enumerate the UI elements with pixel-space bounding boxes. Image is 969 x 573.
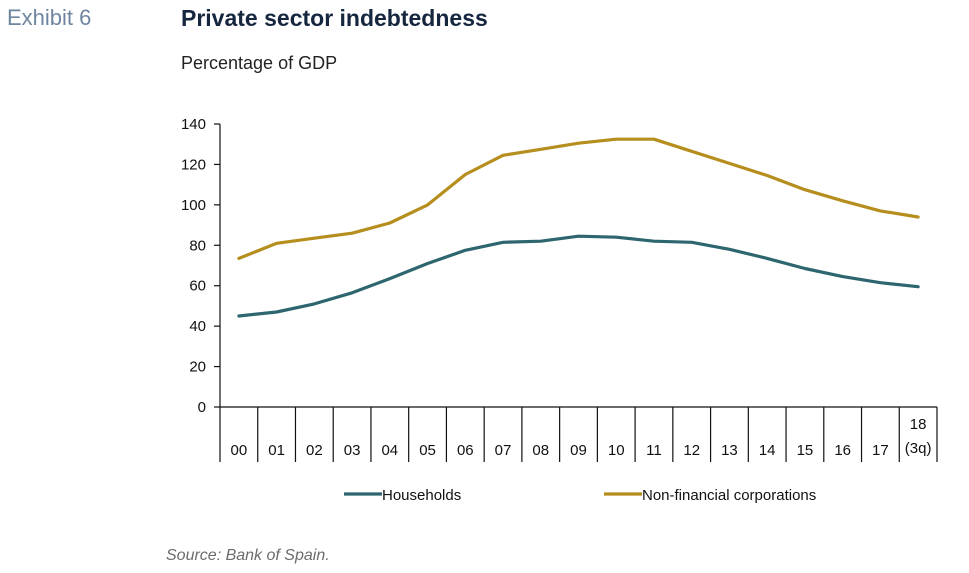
chart-subtitle: Percentage of GDP	[181, 53, 338, 73]
series-line-non-financial-corporations	[237, 137, 920, 260]
x-tick-label: 04	[381, 442, 398, 459]
line-chart: 0 20 40 60 80 100 120 140 00 01 02 03 04 05 06 07 08 09 10…	[181, 116, 938, 504]
x-tick-label: 09	[570, 442, 587, 459]
x-tick-label: 07	[495, 442, 512, 459]
y-tick-label: 0	[198, 399, 206, 416]
x-tick-label: 05	[419, 442, 436, 459]
x-tick-label: 17	[872, 442, 889, 459]
y-tick-label: 120	[181, 156, 206, 173]
y-tick-label: 60	[189, 278, 206, 295]
y-tick-label: 40	[189, 318, 206, 335]
x-tick-label: 08	[532, 442, 549, 459]
x-tick-label: 02	[306, 442, 323, 459]
x-tick-label: 10	[608, 442, 625, 459]
x-tick-label: 12	[683, 442, 700, 459]
x-tick-label: 03	[344, 442, 361, 459]
x-tick-label: 15	[797, 442, 814, 459]
y-tick-label: 100	[181, 197, 206, 214]
x-tick-label: 18 (3q)	[905, 416, 932, 457]
x-tick-label: 01	[268, 442, 285, 459]
x-tick-label: 00	[231, 442, 248, 459]
y-tick-label: 20	[189, 359, 206, 376]
source-note: Source: Bank of Spain.	[166, 547, 330, 564]
y-tick-label: 80	[189, 237, 206, 254]
y-tick-label: 140	[181, 116, 206, 133]
series-line-households	[237, 234, 920, 318]
legend-label-non-financial-corporations: Non-financial corporations	[642, 487, 816, 504]
legend-label-households: Households	[382, 487, 461, 504]
x-tick-label: 16	[834, 442, 851, 459]
x-tick-label: 13	[721, 442, 738, 459]
x-tick-label: 14	[759, 442, 776, 459]
exhibit-label: Exhibit 6	[7, 5, 92, 30]
x-tick-label: 06	[457, 442, 474, 459]
x-tick-label: 11	[646, 442, 662, 459]
chart-title: Private sector indebtedness	[181, 5, 488, 31]
